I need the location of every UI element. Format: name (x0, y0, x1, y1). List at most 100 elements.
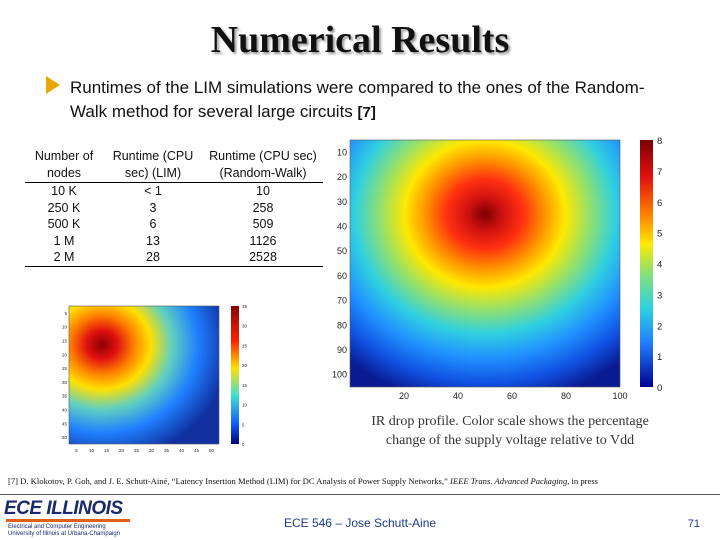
small-map-x-tick: 20 (119, 448, 125, 453)
table-cell: 258 (252, 200, 274, 215)
header-random-walk: Runtime (CPU sec) (Random-Walk) (203, 148, 323, 183)
page-number: 71 (687, 518, 700, 530)
reference-authors: [7] D. Klokotov, P. Goh, and J. E. Schut… (8, 476, 450, 486)
ir-map-x-tick: 40 (453, 391, 463, 401)
small-map-colorbar-tick: 35 (242, 304, 248, 309)
table-cell: 6 (149, 217, 157, 231)
ece-illinois-logo: ECE ILLINOIS Electrical and Computer Eng… (4, 498, 132, 540)
bullet-body: Runtimes of the LIM simulations were com… (70, 78, 645, 121)
small-map-x-tick: 25 (134, 448, 140, 453)
table-cell: 2 M (25, 249, 103, 267)
runtime-table: Number of nodes Runtime (CPU sec) (LIM) … (25, 148, 323, 267)
ir-map-y-tick: 100 (332, 370, 347, 380)
small-map-colorbar-tick: 0 (242, 442, 245, 447)
table-row: 500 K 6 509 (25, 216, 323, 233)
table-cell: 1 M (53, 233, 75, 248)
small-map-x-tick: 40 (179, 448, 185, 453)
small-map-x-tick: 45 (194, 448, 200, 453)
table-header-row: Number of nodes Runtime (CPU sec) (LIM) … (25, 148, 323, 183)
small-map-x-tick: 10 (89, 448, 95, 453)
ir-map-field (350, 140, 620, 387)
small-map-y-tick: 20 (62, 352, 68, 357)
ir-map-x-tick: 20 (399, 391, 409, 401)
ir-map-x-tick: 100 (612, 391, 627, 401)
ir-map-x-tick: 60 (507, 391, 517, 401)
ir-map-y-tick: 30 (337, 197, 347, 207)
table-cell: 509 (252, 217, 274, 231)
small-map-x-tick: 30 (149, 448, 155, 453)
ir-map-y-tick: 10 (337, 147, 347, 157)
figure-caption: IR drop profile. Color scale shows the p… (371, 414, 649, 448)
small-map-y-tick: 40 (62, 408, 68, 413)
table-cell: 13 (146, 233, 160, 248)
small-map-colorbar-tick: 20 (242, 363, 248, 368)
ir-map-y-tick: 60 (337, 271, 347, 281)
small-map-colorbar-tick: 10 (242, 403, 248, 408)
small-map-y-tick: 50 (62, 435, 68, 440)
ir-map-colorbar-tick: 3 (657, 290, 662, 301)
small-map-y-tick: 15 (62, 339, 68, 344)
ir-map-colorbar-tick: 8 (657, 136, 662, 147)
table-cell: 28 (103, 249, 203, 267)
table-cell: 10 (256, 184, 270, 198)
table-cell: 2528 (203, 249, 323, 267)
table-row: 10 K < 1 10 (25, 183, 323, 200)
reference-status: , in press (567, 476, 599, 486)
table-cell: 10 K (51, 184, 77, 198)
ir-map-colorbar-tick: 1 (657, 352, 662, 363)
table-cell: 1126 (249, 233, 277, 248)
small-map-y-tick: 10 (62, 325, 68, 330)
small-map-y-tick: 5 (64, 311, 67, 316)
ir-map-colorbar-tick: 2 (657, 321, 662, 332)
bullet-text: Runtimes of the LIM simulations were com… (70, 76, 680, 125)
bullet-arrow-icon (46, 76, 60, 94)
footer-divider (0, 494, 720, 495)
small-map-colorbar (231, 306, 239, 444)
logo-subtitle-department: Electrical and Computer Engineering (8, 524, 106, 530)
ir-map-y-tick: 20 (337, 172, 347, 182)
table-row: 2 M 28 2528 (25, 249, 323, 267)
logo-wordmark: ECE ILLINOIS (4, 498, 123, 519)
ir-map-colorbar-tick: 6 (657, 198, 662, 209)
ir-map-colorbar-tick: 5 (657, 229, 662, 240)
small-map-colorbar-tick: 30 (242, 324, 248, 329)
ir-map-colorbar-tick: 4 (657, 260, 662, 271)
ir-map-y-tick: 90 (337, 345, 347, 355)
small-map-y-tick: 45 (62, 421, 68, 426)
bullet-reference: [7] (357, 104, 376, 121)
reference-journal: IEEE Trans. Advanced Packaging (449, 476, 568, 486)
small-map-colorbar-tick: 25 (242, 343, 248, 348)
ir-map-y-tick: 80 (337, 320, 347, 330)
slide-title: Numerical Results (210, 19, 510, 61)
small-map-x-tick: 50 (209, 448, 215, 453)
small-map-y-tick: 35 (62, 394, 68, 399)
ir-map-y-tick: 70 (337, 296, 347, 306)
small-map-colorbar-tick: 15 (242, 383, 248, 388)
ir-map-colorbar-tick: 0 (657, 383, 662, 394)
header-lim: Runtime (CPU sec) (LIM) (103, 148, 203, 183)
table-cell: 500 K (47, 217, 81, 231)
ir-map-y-tick: 50 (337, 246, 347, 256)
ir-map-colorbar (640, 140, 653, 387)
reference-citation: [7] D. Klokotov, P. Goh, and J. E. Schut… (8, 476, 718, 486)
small-map-x-tick: 15 (104, 448, 110, 453)
table-cell: < 1 (144, 184, 162, 198)
table-cell: 250 K (47, 200, 81, 215)
logo-underline (6, 519, 130, 522)
small-map-y-tick: 25 (62, 366, 68, 371)
small-map-x-tick: 5 (75, 448, 78, 453)
logo-subtitle-university: University of Illinois at Urbana-Champai… (8, 531, 121, 537)
table-cell: 3 (149, 200, 157, 215)
ir-map-x-tick: 80 (561, 391, 571, 401)
small-map-x-tick: 35 (164, 448, 170, 453)
table-row: 250 K 3 258 (25, 200, 323, 217)
footer-course: ECE 546 – Jose Schutt-Aine (283, 516, 437, 530)
header-nodes: Number of nodes (25, 148, 103, 183)
ir-map-colorbar-tick: 7 (657, 167, 662, 178)
ir-map-y-tick: 40 (337, 221, 347, 231)
small-map-field (69, 306, 219, 444)
table-row: 1 M 13 1126 (25, 233, 323, 250)
small-map-y-tick: 30 (62, 380, 68, 385)
